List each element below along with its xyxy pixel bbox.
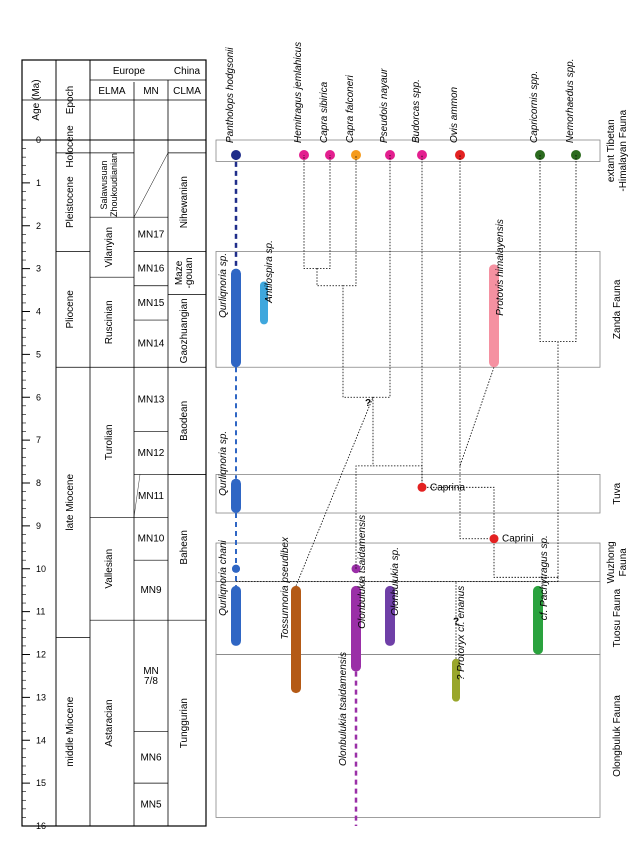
svg-text:Caprini: Caprini <box>502 534 534 545</box>
svg-text:Turolian: Turolian <box>104 424 115 460</box>
svg-text:Vilanyian: Vilanyian <box>104 227 115 267</box>
svg-text:12: 12 <box>36 650 46 660</box>
svg-text:3: 3 <box>36 264 41 274</box>
svg-text:Hemitragus jemlahicus: Hemitragus jemlahicus <box>293 42 304 143</box>
svg-text:8: 8 <box>36 478 41 488</box>
svg-text:Qurliqnoria chani: Qurliqnoria chani <box>218 540 229 616</box>
svg-text:Tuosu Fauna: Tuosu Fauna <box>612 588 623 647</box>
svg-text:Qurliqnoria sp.: Qurliqnoria sp. <box>218 253 229 318</box>
svg-text:MN: MN <box>143 86 159 97</box>
svg-text:Nihewanian: Nihewanian <box>179 176 190 228</box>
svg-text:MN5: MN5 <box>140 800 162 811</box>
svg-text:Tossunnoria pseudibex: Tossunnoria pseudibex <box>280 536 291 639</box>
svg-text:14: 14 <box>36 735 46 745</box>
svg-text:Astaracian: Astaracian <box>104 699 115 746</box>
svg-text:MN9: MN9 <box>140 585 162 596</box>
svg-text:ELMA: ELMA <box>98 86 126 97</box>
svg-text:extant Tibetan: extant Tibetan <box>606 119 617 182</box>
svg-text:Tuva: Tuva <box>612 482 623 504</box>
svg-text:?: ? <box>453 616 459 627</box>
svg-text:Capra sibirica: Capra sibirica <box>319 81 330 143</box>
svg-text:10: 10 <box>36 564 46 574</box>
svg-text:16: 16 <box>36 821 46 831</box>
svg-text:?: ? <box>365 398 371 409</box>
svg-text:11: 11 <box>36 607 45 617</box>
svg-text:China: China <box>174 66 201 77</box>
svg-text:Olongbuluk Fauna: Olongbuluk Fauna <box>612 695 623 777</box>
svg-text:MN12: MN12 <box>138 448 165 459</box>
svg-text:5: 5 <box>36 349 41 359</box>
svg-text:9: 9 <box>36 521 41 531</box>
svg-text:Europe: Europe <box>113 66 146 77</box>
svg-text:Olonbulukia tsaidamensis: Olonbulukia tsaidamensis <box>338 652 349 766</box>
svg-text:Tunggurian: Tunggurian <box>179 698 190 748</box>
svg-text:4: 4 <box>36 307 41 317</box>
svg-text:Capra falconeri: Capra falconeri <box>345 74 356 143</box>
svg-text:Holocene: Holocene <box>65 125 76 168</box>
svg-text:-Himalayan Fauna: -Himalayan Fauna <box>618 109 629 191</box>
svg-text:Pseudois nayaur: Pseudois nayaur <box>379 68 390 143</box>
svg-text:Bahean: Bahean <box>179 530 190 564</box>
svg-text:MN6: MN6 <box>140 752 162 763</box>
svg-text:Zhoukoudianian: Zhoukoudianian <box>109 153 119 217</box>
svg-text:MN16: MN16 <box>138 264 165 275</box>
phylo-stratigraphy-chart: Age (Ma)EpochEuropeChinaELMAMNCLMA012345… <box>0 0 640 868</box>
svg-text:-gouan: -gouan <box>184 257 195 288</box>
svg-text:Olonbulukia sp.: Olonbulukia sp. <box>390 547 401 616</box>
svg-text:middle Miocene: middle Miocene <box>65 696 76 766</box>
svg-text:1: 1 <box>36 178 41 188</box>
svg-text:Epoch: Epoch <box>65 86 76 114</box>
svg-text:Qurliqnoria sp.: Qurliqnoria sp. <box>218 431 229 496</box>
svg-text:MN10: MN10 <box>138 534 165 545</box>
svg-text:7: 7 <box>36 435 41 445</box>
svg-text:Wuzhong: Wuzhong <box>606 541 617 583</box>
svg-text:late Miocene: late Miocene <box>65 474 76 531</box>
svg-text:MN13: MN13 <box>138 394 165 405</box>
svg-text:MN14: MN14 <box>138 339 165 350</box>
svg-text:Nemorhaedus spp.: Nemorhaedus spp. <box>565 59 576 144</box>
svg-text:Antilospira sp.: Antilospira sp. <box>264 240 275 304</box>
svg-text:Budorcas spp.: Budorcas spp. <box>411 79 422 143</box>
svg-text:Ruscinian: Ruscinian <box>104 300 115 344</box>
svg-text:Protovis himalayensis: Protovis himalayensis <box>495 219 506 316</box>
svg-text:Ovis ammon: Ovis ammon <box>449 86 460 143</box>
svg-text:15: 15 <box>36 778 46 788</box>
svg-text:MN11: MN11 <box>138 491 164 502</box>
svg-text:Baodean: Baodean <box>179 401 190 441</box>
svg-text:7/8: 7/8 <box>144 676 158 687</box>
svg-text:Salawusuan: Salawusuan <box>99 160 109 209</box>
svg-text:Capricornis spp.: Capricornis spp. <box>529 71 540 143</box>
svg-text:0: 0 <box>36 135 41 145</box>
svg-text:13: 13 <box>36 692 46 702</box>
svg-text:Caprina: Caprina <box>430 482 465 493</box>
svg-text:MN17: MN17 <box>138 229 165 240</box>
svg-text:Pliocene: Pliocene <box>65 290 76 329</box>
svg-text:Fauna: Fauna <box>618 548 629 577</box>
svg-text:MN15: MN15 <box>138 298 165 309</box>
svg-text:? Protoryx cf. enanus: ? Protoryx cf. enanus <box>456 586 467 681</box>
svg-text:Vallesian: Vallesian <box>104 549 115 589</box>
svg-text:cf. Pachytragus sp.: cf. Pachytragus sp. <box>539 535 550 620</box>
svg-text:Pleistocene: Pleistocene <box>65 176 76 228</box>
svg-text:Zanda Fauna: Zanda Fauna <box>612 279 623 339</box>
svg-text:Age (Ma): Age (Ma) <box>31 79 42 120</box>
svg-text:CLMA: CLMA <box>173 86 201 97</box>
svg-text:2: 2 <box>36 221 41 231</box>
svg-text:Pantholops hodgsonii: Pantholops hodgsonii <box>225 47 236 143</box>
svg-text:6: 6 <box>36 392 41 402</box>
svg-text:Gaozhuangian: Gaozhuangian <box>179 298 190 363</box>
